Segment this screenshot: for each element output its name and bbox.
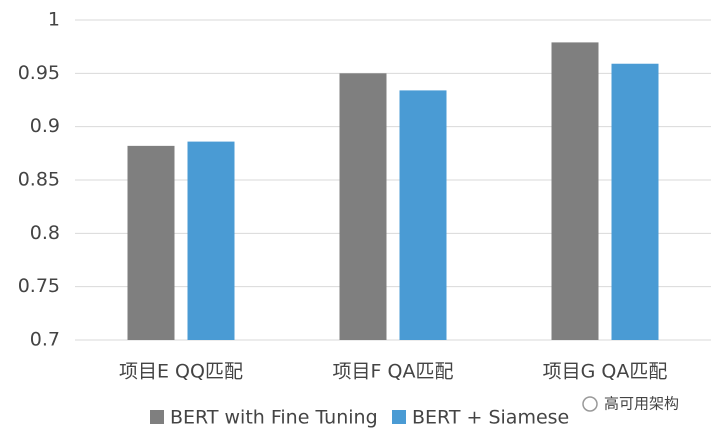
y-tick-label: 0.9 — [30, 115, 60, 137]
y-tick-label: 0.7 — [30, 329, 60, 351]
y-tick-label: 0.95 — [18, 62, 60, 84]
watermark: 高可用架构 — [582, 395, 679, 413]
y-tick-label: 0.75 — [18, 275, 60, 297]
bar — [611, 63, 659, 340]
x-tick-label: 项目G QA匹配 — [543, 361, 668, 383]
bar — [127, 145, 175, 340]
bar — [187, 141, 235, 340]
watermark-text: 高可用架构 — [604, 395, 679, 413]
x-tick-label: 项目E QQ匹配 — [119, 361, 243, 383]
x-tick-label: 项目F QA匹配 — [333, 361, 454, 383]
bar — [551, 42, 599, 341]
bar — [399, 90, 447, 341]
bar — [339, 73, 387, 340]
legend-swatch — [392, 410, 406, 424]
y-tick-label: 0.85 — [18, 169, 60, 191]
y-tick-label: 0.8 — [30, 222, 60, 244]
legend-swatch — [150, 410, 164, 424]
legend-label: BERT with Fine Tuning — [170, 407, 378, 429]
watermark-icon — [582, 396, 598, 412]
y-tick-label: 1 — [48, 9, 60, 31]
legend-label: BERT + Siamese — [412, 407, 569, 429]
